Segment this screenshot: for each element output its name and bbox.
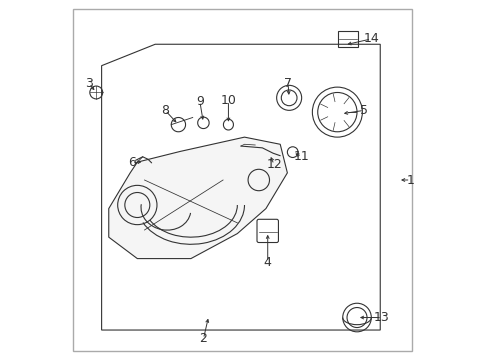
Text: 7: 7	[284, 77, 291, 90]
Text: 3: 3	[85, 77, 93, 90]
Polygon shape	[108, 137, 287, 258]
Text: 10: 10	[220, 94, 236, 107]
Text: 12: 12	[266, 158, 282, 171]
Text: 6: 6	[128, 156, 136, 169]
Text: 11: 11	[293, 150, 309, 163]
Text: 5: 5	[360, 104, 367, 117]
FancyBboxPatch shape	[73, 9, 411, 351]
Text: 2: 2	[199, 333, 207, 346]
Text: 1: 1	[406, 174, 414, 186]
Text: 4: 4	[263, 256, 271, 269]
Text: 9: 9	[196, 95, 203, 108]
Text: 8: 8	[161, 104, 169, 117]
Text: 14: 14	[363, 32, 378, 45]
Text: 13: 13	[373, 311, 389, 324]
